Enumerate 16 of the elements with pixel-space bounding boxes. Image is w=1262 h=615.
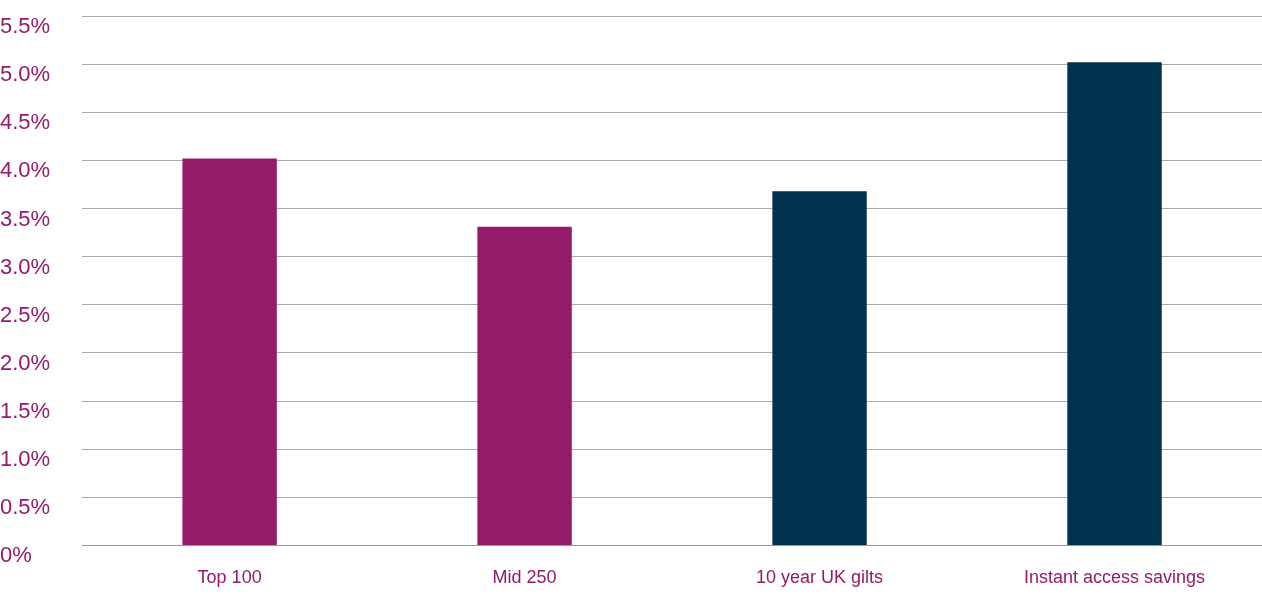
y-tick-label: 5.5%: [0, 13, 51, 39]
x-tick-label: Top 100: [197, 567, 262, 588]
x-tick-label: Instant access savings: [1023, 567, 1206, 588]
y-tick-label: 1.0%: [0, 446, 51, 472]
y-tick-label: 1.5%: [0, 398, 51, 424]
y-tick-label: 4.0%: [0, 157, 51, 183]
y-tick-label: 4.5%: [0, 109, 51, 135]
y-tick-label: 5.0%: [0, 61, 51, 87]
y-tick-label: 3.5%: [0, 205, 51, 231]
y-tick-label: 0%: [0, 542, 32, 568]
y-tick-label: 2.5%: [0, 301, 51, 327]
x-tick-label: 10 year UK gilts: [756, 567, 884, 588]
y-tick-label: 2.0%: [0, 349, 51, 375]
y-tick-label: 0.5%: [0, 494, 51, 520]
y-tick-label: 3.0%: [0, 253, 51, 279]
x-tick-label: Mid 250: [492, 567, 557, 588]
